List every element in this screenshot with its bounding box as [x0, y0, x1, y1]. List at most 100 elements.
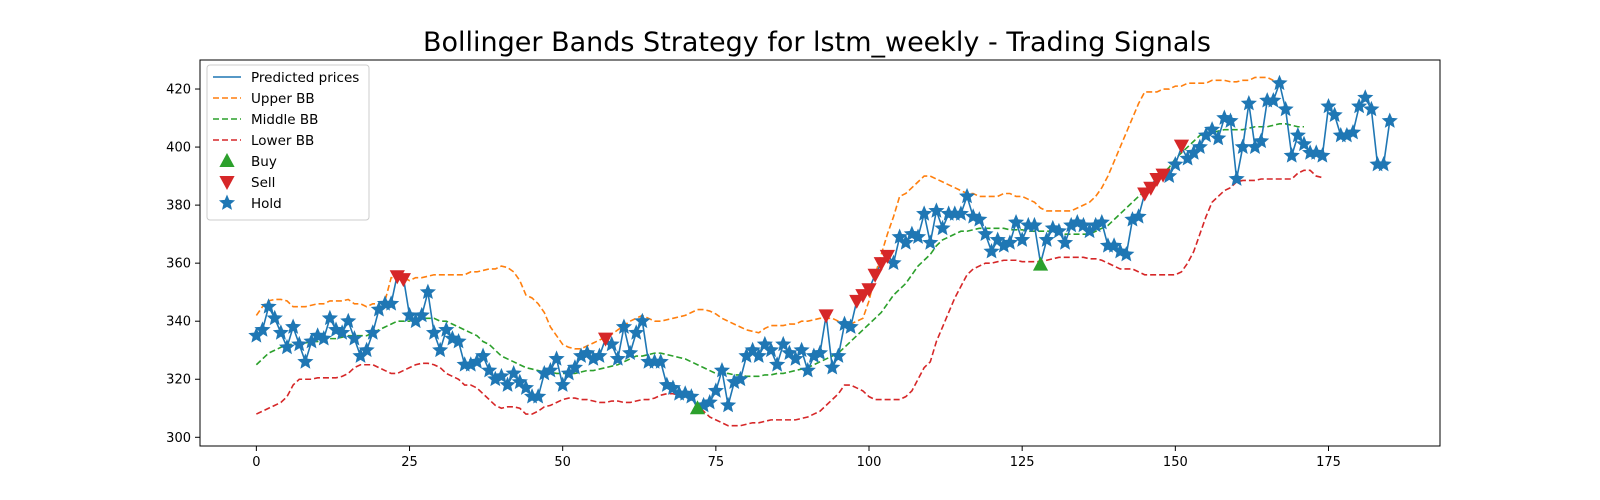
- hold-marker: [738, 347, 755, 363]
- legend: Predicted prices Upper BB Middle BB Lower B…: [206, 64, 370, 221]
- plot-frame: [199, 59, 1441, 447]
- hold-marker: [1277, 100, 1294, 117]
- hold-marker: [493, 367, 510, 384]
- hold-marker: [1228, 170, 1245, 186]
- hold-marker: [358, 341, 375, 358]
- hold-marker: [1271, 74, 1288, 91]
- hold-marker: [1167, 155, 1184, 172]
- hold-marker: [530, 388, 547, 404]
- hold-marker: [1265, 92, 1282, 108]
- hold-marker: [909, 228, 927, 244]
- hold-marker: [285, 318, 302, 334]
- hold-marker: [971, 211, 988, 227]
- sell-marker: [818, 309, 834, 324]
- buy-marker: [1032, 256, 1049, 271]
- lower-bb-line: [256, 169, 1323, 427]
- hold-marker: [952, 205, 969, 221]
- hold-marker: [1234, 138, 1251, 154]
- hold-marker: [683, 388, 700, 404]
- hold-marker: [622, 344, 639, 360]
- hold-marker: [542, 362, 559, 378]
- hold-marker: [413, 306, 430, 323]
- hold-marker: [1038, 231, 1055, 247]
- hold-marker: [278, 338, 296, 355]
- hold-marker: [297, 353, 314, 369]
- hold-marker: [364, 324, 381, 340]
- hold-marker: [1320, 97, 1337, 114]
- hold-marker: [983, 243, 1000, 259]
- sell-marker: [597, 332, 614, 347]
- sell-marker: [1173, 139, 1190, 154]
- hold-marker: [958, 187, 976, 204]
- hold-marker: [1185, 144, 1202, 160]
- hold-marker: [1124, 211, 1141, 227]
- hold-marker: [1295, 135, 1313, 152]
- hold-marker: [487, 370, 504, 387]
- hold-marker: [248, 327, 265, 343]
- hold-marker: [1007, 214, 1025, 230]
- x-tick-label: 25: [401, 455, 418, 470]
- hold-marker: [572, 347, 590, 363]
- hold-marker: [1130, 208, 1147, 224]
- middle-bb-line: [255, 123, 1304, 378]
- legend-sell-label: Sell: [251, 175, 275, 191]
- legend-buy-label: Buy: [251, 154, 277, 170]
- hold-marker: [885, 254, 902, 271]
- hold-marker: [713, 362, 731, 378]
- hold-marker: [701, 393, 718, 410]
- hold-marker: [425, 324, 443, 340]
- hold-marker: [842, 318, 859, 334]
- hold-marker: [652, 353, 669, 369]
- hold-marker: [732, 370, 749, 387]
- legend-hold-label: Hold: [251, 196, 282, 212]
- hold-marker: [1087, 216, 1104, 233]
- hold-marker: [1118, 245, 1135, 262]
- hold-marker: [481, 362, 498, 378]
- x-tick-label: 175: [1316, 455, 1341, 470]
- hold-marker: [1357, 89, 1374, 105]
- hold-marker: [1026, 216, 1043, 233]
- sell-marker: [879, 249, 895, 264]
- hold-marker: [303, 333, 320, 349]
- hold-marker: [1014, 231, 1031, 247]
- hold-marker: [726, 373, 743, 390]
- hold-marker: [505, 364, 522, 381]
- hold-marker: [1179, 150, 1196, 166]
- hold-marker: [266, 309, 283, 326]
- hold-marker: [805, 347, 822, 363]
- hold-marker: [499, 376, 516, 392]
- hold-marker: [720, 396, 737, 413]
- legend-buy-handle: [219, 153, 235, 167]
- hold-marker: [775, 335, 792, 352]
- hold-marker: [474, 347, 492, 363]
- hold-marker: [1001, 234, 1018, 250]
- hold-marker: [609, 350, 626, 366]
- hold-marker: [799, 362, 816, 378]
- hold-marker: [321, 309, 338, 326]
- hold-marker: [1081, 222, 1098, 239]
- x-tick-label: 50: [554, 455, 571, 470]
- legend-hold-handle: [218, 194, 236, 210]
- hold-marker: [1289, 126, 1306, 143]
- sell-marker: [867, 268, 883, 283]
- hold-marker: [432, 341, 449, 358]
- hold-marker: [769, 356, 786, 372]
- y-tick-label: 300: [166, 431, 191, 446]
- hold-marker: [897, 234, 914, 250]
- hold-marker: [1338, 126, 1355, 143]
- hold-marker: [1210, 129, 1227, 146]
- sell-marker: [873, 257, 889, 272]
- hold-marker: [1363, 100, 1380, 117]
- hold-marker: [468, 353, 485, 369]
- hold-marker: [407, 312, 424, 329]
- hold-marker: [1204, 121, 1221, 137]
- legend-sell-handle: [219, 176, 235, 190]
- hold-marker: [634, 312, 651, 329]
- hold-marker: [450, 333, 467, 349]
- y-tick-label: 420: [166, 83, 191, 98]
- legend-box: [206, 64, 370, 221]
- y-tick-label: 360: [166, 257, 191, 272]
- hold-marker: [254, 321, 271, 337]
- plot-area: [248, 74, 1398, 427]
